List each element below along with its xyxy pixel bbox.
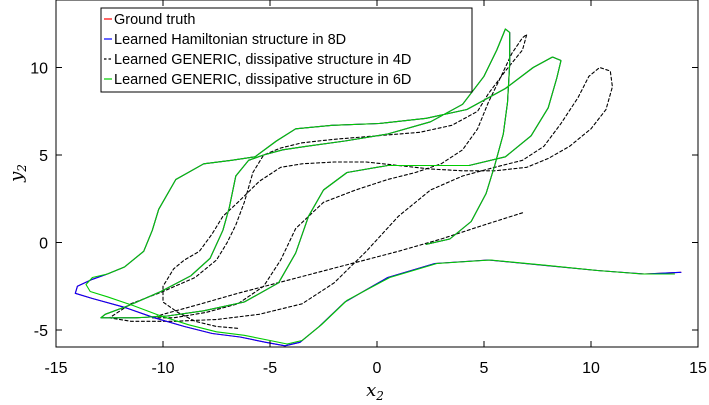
x-axis-label-main: x	[366, 380, 376, 401]
y-tick-label: 10	[30, 61, 48, 78]
y-tick-label: 0	[39, 236, 48, 253]
legend-label-4: Learned GENERIC, dissipative structure i…	[114, 72, 411, 88]
legend-entries: Ground truth Learned Hamiltonian structur…	[104, 12, 411, 88]
legend-box	[100, 7, 473, 93]
legend-label-2: Learned Hamiltonian structure in 8D	[114, 32, 346, 48]
series-layer	[74, 28, 682, 347]
x-axis-label-sub: 2	[375, 389, 384, 403]
legend-label-3: Learned GENERIC, dissipative structure i…	[114, 52, 411, 68]
legend-label-1: Ground truth	[114, 12, 195, 28]
x-tick-label: 0	[373, 360, 382, 377]
series-line-3	[108, 33, 613, 329]
x-tick-label: 10	[582, 360, 600, 377]
x-tick-label: 15	[689, 360, 707, 377]
x-tick-label: 5	[480, 360, 489, 377]
y-axis-label-main: y	[6, 171, 27, 183]
x-ticks: -15 -10 -5 0 5 10 15	[44, 0, 707, 377]
x-tick-label: -15	[44, 360, 67, 377]
x-axis-label: x2	[366, 380, 384, 403]
legend: Ground truth Learned Hamiltonian structur…	[100, 7, 473, 93]
y-axis-label-sub: 2	[15, 164, 29, 173]
x-tick-label: -5	[263, 360, 277, 377]
y-tick-label: -5	[34, 323, 48, 340]
y-tick-label: 5	[39, 148, 48, 165]
x-tick-label: -10	[151, 360, 174, 377]
y-ticks: -5 0 5 10	[30, 61, 698, 340]
series-line-4	[85, 28, 676, 345]
y-axis-label: y2	[6, 164, 29, 183]
